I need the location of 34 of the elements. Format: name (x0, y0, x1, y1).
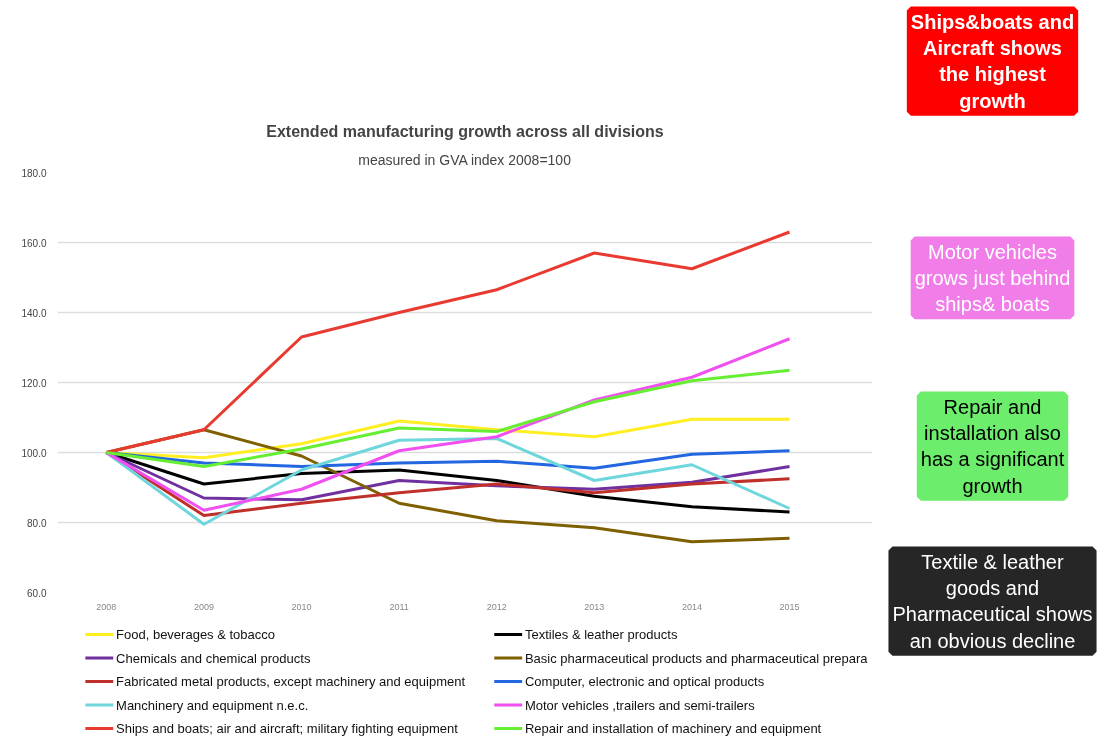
line-series (104, 337, 792, 512)
x-tick-label: 2015 (779, 601, 800, 612)
line-series (104, 368, 792, 468)
legend-label: Basic pharmaceutical products and pharmaceutical prepara (524, 650, 869, 666)
legend-label: Computer, electronic and optical products (524, 674, 765, 689)
text: Ships&boats and Aircraft shows the highest growth (910, 10, 1075, 112)
y-tick-label: 80.0 (27, 517, 47, 529)
text: Textile & leather goods and Pharmaceutical shows an obvious decline (892, 550, 1093, 652)
text: Repair and installation also has a significant growth (920, 395, 1065, 497)
text: Motor vehicles grows just behind ships& boats (914, 240, 1071, 316)
legend-label: Fabricated metal products, except machinery and equipment (116, 674, 466, 689)
chart-subtitle: measured in GVA index 2008=100 (358, 151, 572, 168)
legend-label: Ships and boats; air and aircraft; military fighting equipment (116, 721, 459, 736)
x-tick-label: 2014 (681, 601, 702, 612)
x-tick-label: 2008 (96, 601, 117, 612)
y-tick-label: 100.0 (21, 447, 47, 459)
legend-label: Motor vehicles ,trailers and semi-trailers (524, 697, 756, 713)
y-tick-label: 120.0 (21, 377, 47, 389)
legend-label: Textiles & leather products (524, 627, 678, 642)
legend-label: Repair and installation of machinery and equipment (524, 721, 822, 736)
x-tick-label: 2012 (486, 601, 507, 612)
y-tick-label: 160.0 (21, 237, 47, 249)
y-tick-label: 60.0 (27, 587, 47, 599)
y-tick-label: 140.0 (21, 307, 47, 319)
x-tick-label: 2010 (291, 601, 312, 612)
legend-label: Chemicals and chemical products (116, 650, 311, 666)
x-tick-label: 2009 (193, 601, 214, 612)
y-tick-label: 180.0 (21, 167, 47, 179)
legend-label: Manchinery and equipment n.e.c. (116, 697, 309, 713)
x-tick-label: 2011 (389, 601, 409, 612)
legend-label: Food, beverages & tobacco (116, 627, 276, 642)
x-tick-label: 2013 (584, 601, 605, 612)
line-series (104, 437, 792, 526)
chart-title: Extended manufacturing growth across all divisions (266, 122, 664, 140)
